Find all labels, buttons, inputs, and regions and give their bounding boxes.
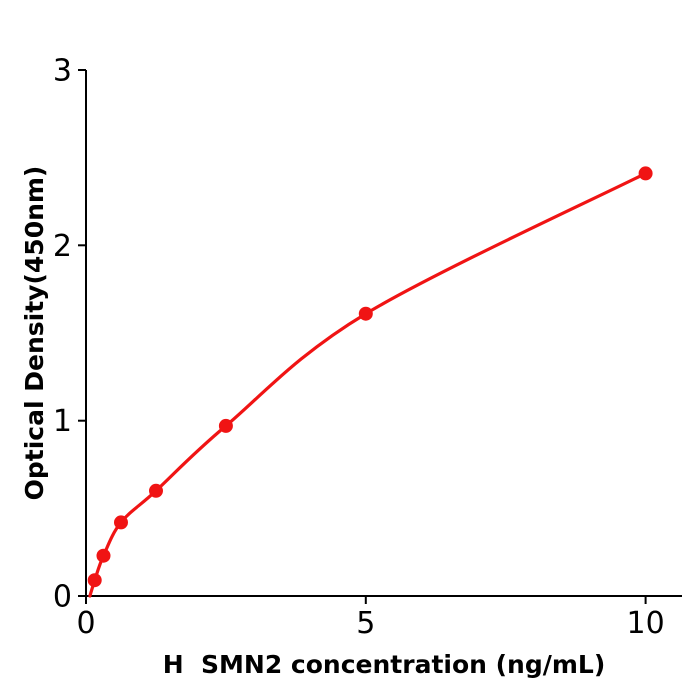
fit-curve: [88, 171, 648, 598]
data-point: [114, 515, 128, 530]
data-point: [638, 166, 653, 181]
y-axis-title: Optical Density(450nm): [20, 166, 49, 501]
data-point: [149, 483, 163, 498]
y-tick-label: 2: [53, 229, 72, 264]
x-tick-label: 10: [627, 606, 665, 641]
x-axis-title: H SMN2 concentration (ng/mL): [163, 650, 606, 679]
x-tick-label: 0: [76, 606, 95, 641]
y-tick-label: 0: [53, 580, 72, 615]
data-point: [358, 306, 373, 321]
y-tick-label: 3: [53, 54, 72, 89]
y-tick-label: 1: [53, 404, 72, 439]
data-point: [218, 418, 233, 433]
data-point: [96, 548, 111, 563]
data-point: [87, 573, 102, 588]
x-tick-label: 5: [356, 606, 375, 641]
